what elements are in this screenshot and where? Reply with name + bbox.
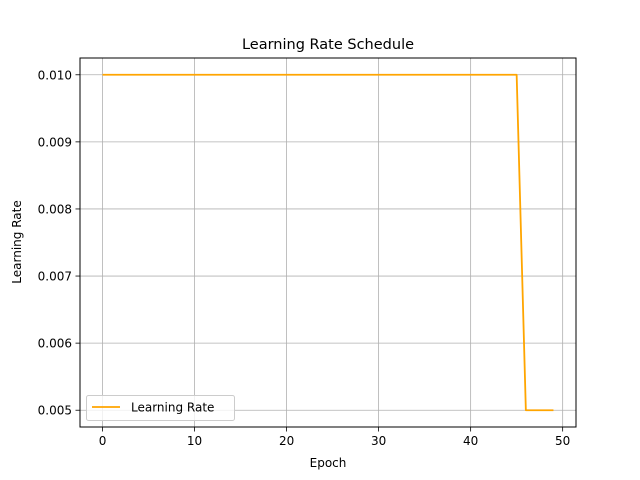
plot-area <box>80 58 576 427</box>
legend-label: Learning Rate <box>131 401 214 415</box>
y-axis-ticks: 0.005 0.006 0.007 0.008 0.009 0.010 <box>38 68 80 418</box>
x-tick-label: 20 <box>279 434 294 448</box>
x-tick-label: 30 <box>371 434 386 448</box>
x-tick-label: 0 <box>99 434 107 448</box>
y-axis-label: Learning Rate <box>10 200 24 283</box>
x-tick-label: 40 <box>463 434 478 448</box>
x-axis-label: Epoch <box>310 456 347 470</box>
y-tick-label: 0.005 <box>38 404 72 418</box>
y-tick-label: 0.010 <box>38 68 72 82</box>
y-tick-label: 0.008 <box>38 202 72 216</box>
series-line-learning-rate <box>102 73 554 412</box>
y-tick-label: 0.009 <box>38 135 72 149</box>
chart-title: Learning Rate Schedule <box>242 37 414 53</box>
legend-box <box>86 395 235 421</box>
grid-lines <box>80 58 576 427</box>
x-tick-label: 50 <box>555 434 570 448</box>
legend: Learning Rate <box>86 395 235 421</box>
series-lines <box>102 73 554 412</box>
x-axis-ticks: 0 10 20 30 40 50 <box>99 427 570 448</box>
y-tick-label: 0.006 <box>38 337 72 351</box>
y-tick-label: 0.007 <box>38 270 72 284</box>
x-tick-label: 10 <box>187 434 202 448</box>
plot-frame <box>79 57 577 428</box>
